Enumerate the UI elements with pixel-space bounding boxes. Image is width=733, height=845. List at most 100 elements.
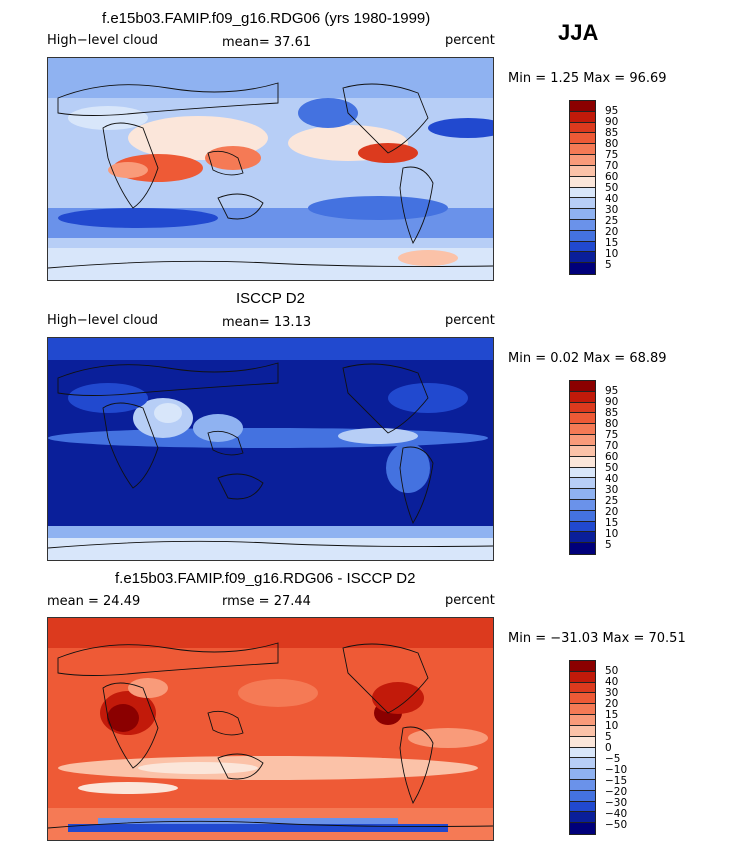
panel2-variable-label: High−level cloud bbox=[47, 313, 159, 328]
panel1-map bbox=[47, 57, 494, 281]
panel1-colorbar-label-3: 80 bbox=[605, 138, 619, 150]
panel3-colorbar-label-9: −10 bbox=[605, 764, 628, 776]
colorbar-swatch bbox=[570, 715, 595, 726]
colorbar-swatch bbox=[570, 489, 595, 500]
panel1-colorbar-label-14: 5 bbox=[605, 259, 612, 271]
colorbar-swatch bbox=[570, 532, 595, 544]
colorbar-swatch bbox=[570, 111, 595, 123]
panel1-colorbar-swatches bbox=[569, 100, 596, 275]
panel1-colorbar-label-1: 90 bbox=[605, 116, 619, 128]
colorbar-swatch bbox=[570, 671, 595, 683]
colorbar-swatch bbox=[570, 790, 595, 802]
colorbar-swatch bbox=[570, 230, 595, 242]
colorbar-swatch bbox=[570, 769, 595, 780]
panel1-colorbar-label-8: 40 bbox=[605, 193, 619, 205]
panel1-mean-label: mean= 37.61 bbox=[222, 35, 312, 50]
colorbar-swatch bbox=[570, 467, 595, 479]
panel3-range-label: Min = −31.03 Max = 70.51 bbox=[508, 631, 686, 646]
colorbar-swatch bbox=[570, 402, 595, 414]
panel3-colorbar-label-13: −40 bbox=[605, 808, 628, 820]
panel2-colorbar-label-11: 20 bbox=[605, 506, 619, 518]
colorbar-swatch bbox=[570, 693, 595, 705]
panel3-colorbar-swatches bbox=[569, 660, 596, 835]
colorbar-swatch bbox=[570, 198, 595, 210]
panel3-colorbar-label-5: 10 bbox=[605, 720, 619, 732]
panel2-colorbar-label-5: 70 bbox=[605, 440, 619, 452]
colorbar-swatch bbox=[570, 133, 595, 145]
panel3-colorbar-label-6: 5 bbox=[605, 731, 612, 743]
panel1-colorbar-label-6: 60 bbox=[605, 171, 619, 183]
colorbar-swatch bbox=[570, 165, 595, 177]
colorbar-swatch bbox=[570, 413, 595, 425]
colorbar-swatch bbox=[570, 241, 595, 253]
panel2-colorbar-label-2: 85 bbox=[605, 407, 619, 419]
colorbar-swatch bbox=[570, 445, 595, 457]
panel1-colorbar: 95 90 85 80 75 70 60 50 40 30 25 20 15 1… bbox=[569, 100, 618, 275]
colorbar-swatch bbox=[570, 435, 595, 446]
panel1-colorbar-label-12: 15 bbox=[605, 237, 619, 249]
panel1-colorbar-label-10: 25 bbox=[605, 215, 619, 227]
panel1-colorbar-label-9: 30 bbox=[605, 204, 619, 216]
panel2-mean-label: mean= 13.13 bbox=[222, 315, 312, 330]
panel3-colorbar-label-1: 40 bbox=[605, 676, 619, 688]
panel1-colorbar-label-4: 75 bbox=[605, 149, 619, 161]
panel2-title: ISCCP D2 bbox=[236, 290, 305, 307]
panel3-colorbar-label-14: −50 bbox=[605, 819, 628, 831]
panel2-units-label: percent bbox=[445, 313, 495, 328]
colorbar-swatch bbox=[570, 779, 595, 791]
panel1-colorbar-label-0: 95 bbox=[605, 105, 619, 117]
panel1-range-label: Min = 1.25 Max = 96.69 bbox=[508, 71, 667, 86]
panel3-rmse-label: rmse = 27.44 bbox=[222, 594, 311, 609]
colorbar-swatch bbox=[570, 424, 595, 436]
colorbar-swatch bbox=[570, 122, 595, 134]
panel3-colorbar-label-12: −30 bbox=[605, 797, 628, 809]
colorbar-swatch bbox=[570, 391, 595, 403]
colorbar-swatch bbox=[570, 704, 595, 716]
panel1-title: f.e15b03.FAMIP.f09_g16.RDG06 (yrs 1980-1… bbox=[102, 10, 431, 27]
panel1-colorbar-label-7: 50 bbox=[605, 182, 619, 194]
colorbar-swatch bbox=[570, 801, 595, 813]
panel3-colorbar-label-10: −15 bbox=[605, 775, 628, 787]
colorbar-swatch bbox=[570, 823, 595, 834]
panel2-map-field bbox=[48, 338, 493, 560]
colorbar-swatch bbox=[570, 725, 595, 737]
panel3-colorbar-label-11: −20 bbox=[605, 786, 628, 798]
panel2-colorbar-label-13: 10 bbox=[605, 528, 619, 540]
colorbar-swatch bbox=[570, 101, 595, 112]
panel1-units-label: percent bbox=[445, 33, 495, 48]
panel3-colorbar-label-4: 15 bbox=[605, 709, 619, 721]
panel3-colorbar-label-8: −5 bbox=[605, 753, 621, 765]
season-label: JJA bbox=[558, 20, 599, 45]
panel2-range-label: Min = 0.02 Max = 68.89 bbox=[508, 351, 667, 366]
panel3-colorbar-label-0: 50 bbox=[605, 665, 619, 677]
colorbar-swatch bbox=[570, 812, 595, 824]
panel2-map bbox=[47, 337, 494, 561]
colorbar-swatch bbox=[570, 263, 595, 274]
panel2-colorbar-label-10: 25 bbox=[605, 495, 619, 507]
panel2-colorbar: 95 90 85 80 75 70 60 50 40 30 25 20 15 1… bbox=[569, 380, 618, 555]
colorbar-swatch bbox=[570, 478, 595, 490]
colorbar-swatch bbox=[570, 499, 595, 511]
colorbar-swatch bbox=[570, 510, 595, 522]
colorbar-swatch bbox=[570, 758, 595, 770]
colorbar-swatch bbox=[570, 176, 595, 188]
panel3-mean-label: mean = 24.49 bbox=[47, 594, 141, 609]
panel2-colorbar-label-14: 5 bbox=[605, 539, 612, 551]
panel3-colorbar-label-3: 20 bbox=[605, 698, 619, 710]
panel1-colorbar-label-13: 10 bbox=[605, 248, 619, 260]
panel2-colorbar-label-8: 40 bbox=[605, 473, 619, 485]
colorbar-swatch bbox=[570, 381, 595, 392]
colorbar-swatch bbox=[570, 747, 595, 759]
colorbar-swatch bbox=[570, 661, 595, 672]
colorbar-swatch bbox=[570, 682, 595, 694]
panel3-title: f.e15b03.FAMIP.f09_g16.RDG06 - ISCCP D2 bbox=[115, 570, 416, 587]
panel2-colorbar-label-6: 60 bbox=[605, 451, 619, 463]
panel2-colorbar-label-1: 90 bbox=[605, 396, 619, 408]
colorbar-swatch bbox=[570, 144, 595, 156]
panel3-colorbar-label-2: 30 bbox=[605, 687, 619, 699]
colorbar-swatch bbox=[570, 209, 595, 220]
colorbar-swatch bbox=[570, 736, 595, 748]
panel2-colorbar-label-0: 95 bbox=[605, 385, 619, 397]
panel1-colorbar-label-5: 70 bbox=[605, 160, 619, 172]
colorbar-swatch bbox=[570, 187, 595, 199]
